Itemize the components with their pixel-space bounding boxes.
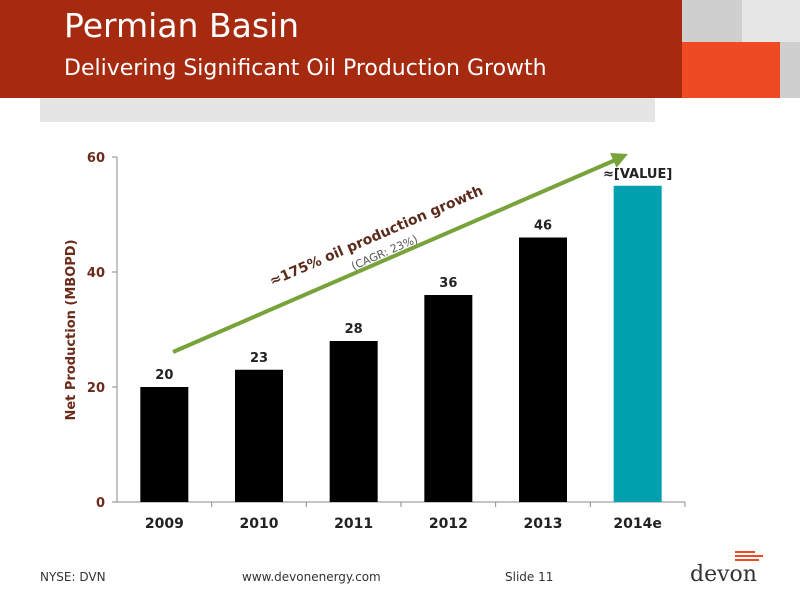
devon-logo-mark [735, 551, 763, 563]
page-subtitle: Delivering Significant Oil Production Gr… [64, 56, 547, 81]
y-tick-label: 20 [87, 381, 105, 396]
footer-slide-number: Slide 11 [505, 570, 554, 584]
x-tick-label: 2012 [429, 516, 468, 532]
bar-2014e [613, 185, 662, 502]
bar-2013 [519, 237, 567, 502]
page-title: Permian Basin [64, 6, 300, 45]
data-label-2011: 28 [345, 322, 363, 337]
data-label-2010: 23 [250, 351, 268, 366]
x-tick-label: 2014e [613, 516, 661, 532]
decorative-block-gray [682, 0, 742, 42]
title-banner [0, 0, 682, 98]
data-label-2013: 46 [534, 219, 552, 234]
growth-arrow-head [610, 153, 628, 168]
y-tick-label: 0 [96, 496, 105, 511]
bar-2012 [424, 295, 473, 502]
growth-annotation: ≈175% oil production growth [267, 183, 485, 290]
growth-arrow-line [172, 156, 621, 354]
bar-2010 [235, 369, 283, 502]
footer-website[interactable]: www.devonenergy.com [242, 570, 381, 584]
data-label-2012: 36 [439, 276, 457, 291]
x-tick-label: 2009 [145, 516, 184, 532]
banner-shadow [40, 98, 655, 122]
decorative-block-orange [682, 42, 780, 98]
bar-2009 [140, 387, 189, 502]
y-tick-label: 40 [87, 266, 105, 281]
bar-2011 [329, 341, 378, 502]
x-tick-label: 2013 [524, 516, 563, 532]
devon-logo: devon [690, 562, 757, 587]
y-tick-label: 60 [87, 151, 105, 166]
x-tick-label: 2010 [240, 516, 279, 532]
production-bar-chart: 0 20 40 60 Net Production (MBOPD) 20 2009 23 201… [64, 151, 686, 532]
decorative-block-light-gray [742, 0, 800, 42]
y-axis-label: Net Production (MBOPD) [64, 239, 79, 420]
data-label-2014e: ≈[VALUE] [603, 167, 672, 182]
decorative-block-gray-right [780, 42, 800, 98]
data-label-2009: 20 [155, 368, 173, 383]
x-tick-label: 2011 [334, 516, 373, 532]
footer-ticker: NYSE: DVN [40, 570, 106, 584]
